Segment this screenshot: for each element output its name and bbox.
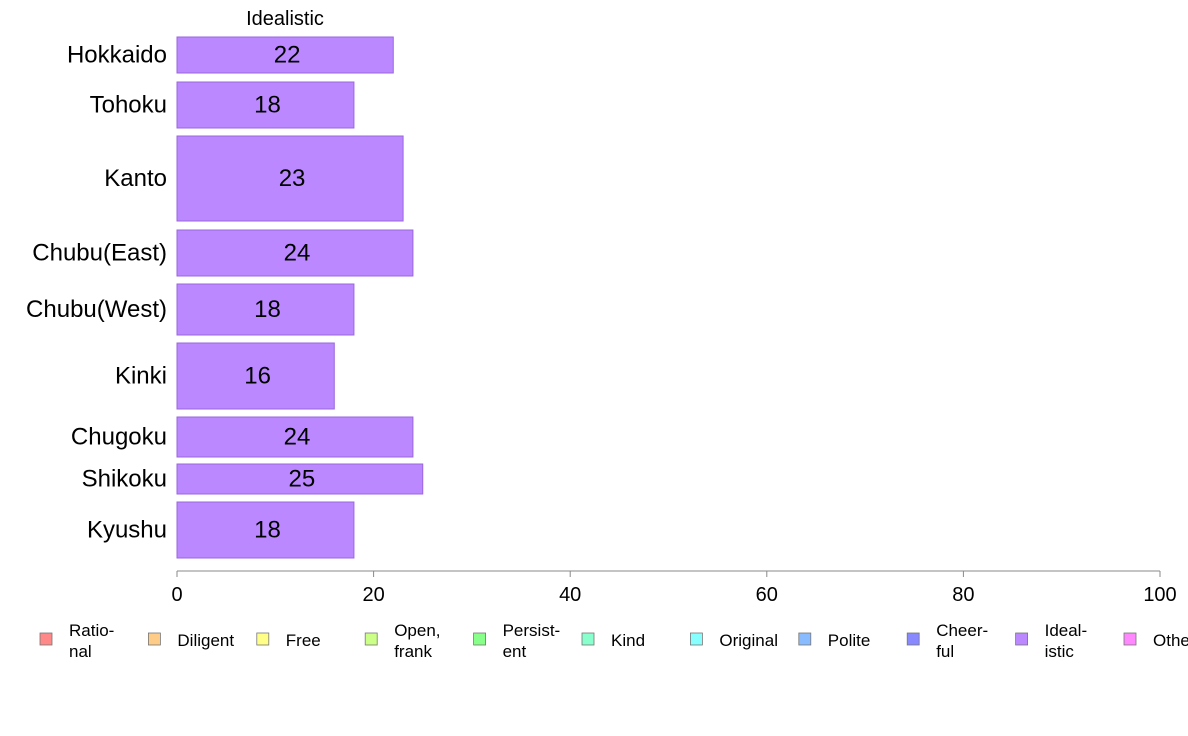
x-axis: 0 20 40 60 80 100 (171, 570, 1177, 606)
bar-chubu-west (176, 283, 355, 336)
legend-swatch (581, 632, 595, 646)
category-label: Tohoku (90, 92, 167, 119)
legend-label: Persist- (503, 621, 561, 640)
legend-swatch (1015, 632, 1028, 646)
legend-swatch (364, 632, 378, 646)
legend-swatch (39, 632, 53, 646)
legend-swatch (690, 632, 703, 646)
legend-label: nal (69, 642, 92, 661)
category-label: Chugoku (71, 424, 167, 451)
bar-tohoku (176, 81, 355, 129)
legend-swatch (473, 632, 487, 646)
bar-chubu-east (176, 229, 414, 277)
bar-kyushu (176, 501, 355, 559)
legend-label: Diligent (177, 631, 234, 650)
bar-chugoku (176, 416, 414, 458)
bar-kanto (176, 135, 404, 222)
x-tick-label: 80 (952, 584, 974, 606)
bars-group: Hokkaido 22 Tohoku 18 Kanto 23 Chubu(East) 24 Ch… (26, 36, 424, 559)
legend-swatch (1123, 632, 1137, 646)
value-label: 22 (274, 42, 301, 69)
legend-label: istic (1045, 642, 1075, 661)
category-label: Kanto (104, 165, 167, 192)
value-label: 24 (284, 424, 311, 451)
value-label: 18 (254, 92, 281, 119)
category-label: Kyushu (87, 517, 167, 544)
x-tick-label: 40 (559, 584, 581, 606)
bar-kinki (176, 342, 335, 410)
legend-label: Ideal- (1045, 621, 1088, 640)
value-label: 24 (284, 240, 311, 267)
legend: Ratio-nal Diligent Free Open, frank Persist-e… (39, 621, 1188, 661)
x-tick-label: 60 (756, 584, 778, 606)
legend-label: Open, (394, 621, 440, 640)
legend-swatch (147, 632, 161, 646)
category-label: Hokkaido (67, 42, 167, 69)
bar-hokkaido (176, 36, 394, 74)
category-label: Chubu(East) (32, 240, 167, 267)
category-label: Shikoku (82, 466, 167, 493)
category-label: Kinki (115, 363, 167, 390)
legend-label: Ratio- (69, 621, 114, 640)
legend-label: Others (1153, 631, 1188, 650)
legend-label: Cheer- (936, 621, 988, 640)
legend-label: Free (286, 631, 321, 650)
value-label: 18 (254, 296, 281, 323)
x-tick-label: 100 (1143, 584, 1176, 606)
legend-label: Original (719, 631, 778, 650)
x-tick-label: 20 (362, 584, 384, 606)
legend-label: Kind (611, 631, 645, 650)
chart-title: Idealistic (246, 8, 324, 30)
legend-swatch (256, 632, 270, 646)
value-label: 25 (289, 466, 316, 493)
x-tick-label: 0 (171, 584, 182, 606)
legend-swatch (906, 632, 920, 646)
value-label: 23 (279, 165, 306, 192)
bar-shikoku (176, 463, 424, 495)
legend-label: Polite (828, 631, 871, 650)
legend-swatch (798, 632, 812, 646)
legend-label: ful (936, 642, 954, 661)
value-label: 18 (254, 517, 281, 544)
legend-label: frank (394, 642, 432, 661)
legend-label: ent (503, 642, 527, 661)
category-label: Chubu(West) (26, 296, 167, 323)
value-label: 16 (244, 363, 271, 390)
